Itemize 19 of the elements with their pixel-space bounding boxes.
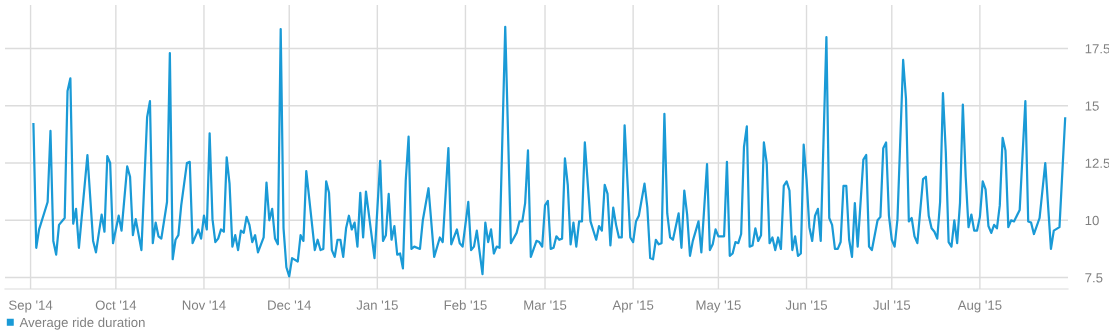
legend-label: Average ride duration <box>19 317 145 330</box>
x-tick-label: Oct '14 <box>95 300 137 310</box>
y-tick-label: 7.5 <box>1085 273 1103 283</box>
line-series <box>32 25 1067 278</box>
x-tick-label: Feb '15 <box>444 300 487 310</box>
x-tick-label: Mar '15 <box>524 300 567 310</box>
y-tick-label: 15 <box>1085 101 1099 111</box>
x-tick-label: Jul '15 <box>873 300 911 310</box>
x-tick-label: Aug '15 <box>957 300 1002 313</box>
x-tick-label: Jun '15 <box>785 300 828 310</box>
y-tick-label: 10 <box>1085 215 1099 226</box>
x-tick-label: May '15 <box>696 300 741 313</box>
x-tick-label: Dec '14 <box>268 300 311 310</box>
x-tick-label: Sep '14 <box>9 300 53 313</box>
y-tick-label: 17.5 <box>1085 44 1109 54</box>
x-tick-label: Apr '15 <box>612 300 654 313</box>
y-tick-label: 12.5 <box>1085 158 1109 168</box>
x-tick-label: Nov '14 <box>182 300 226 310</box>
x-tick-label: Jan '15 <box>356 300 398 310</box>
